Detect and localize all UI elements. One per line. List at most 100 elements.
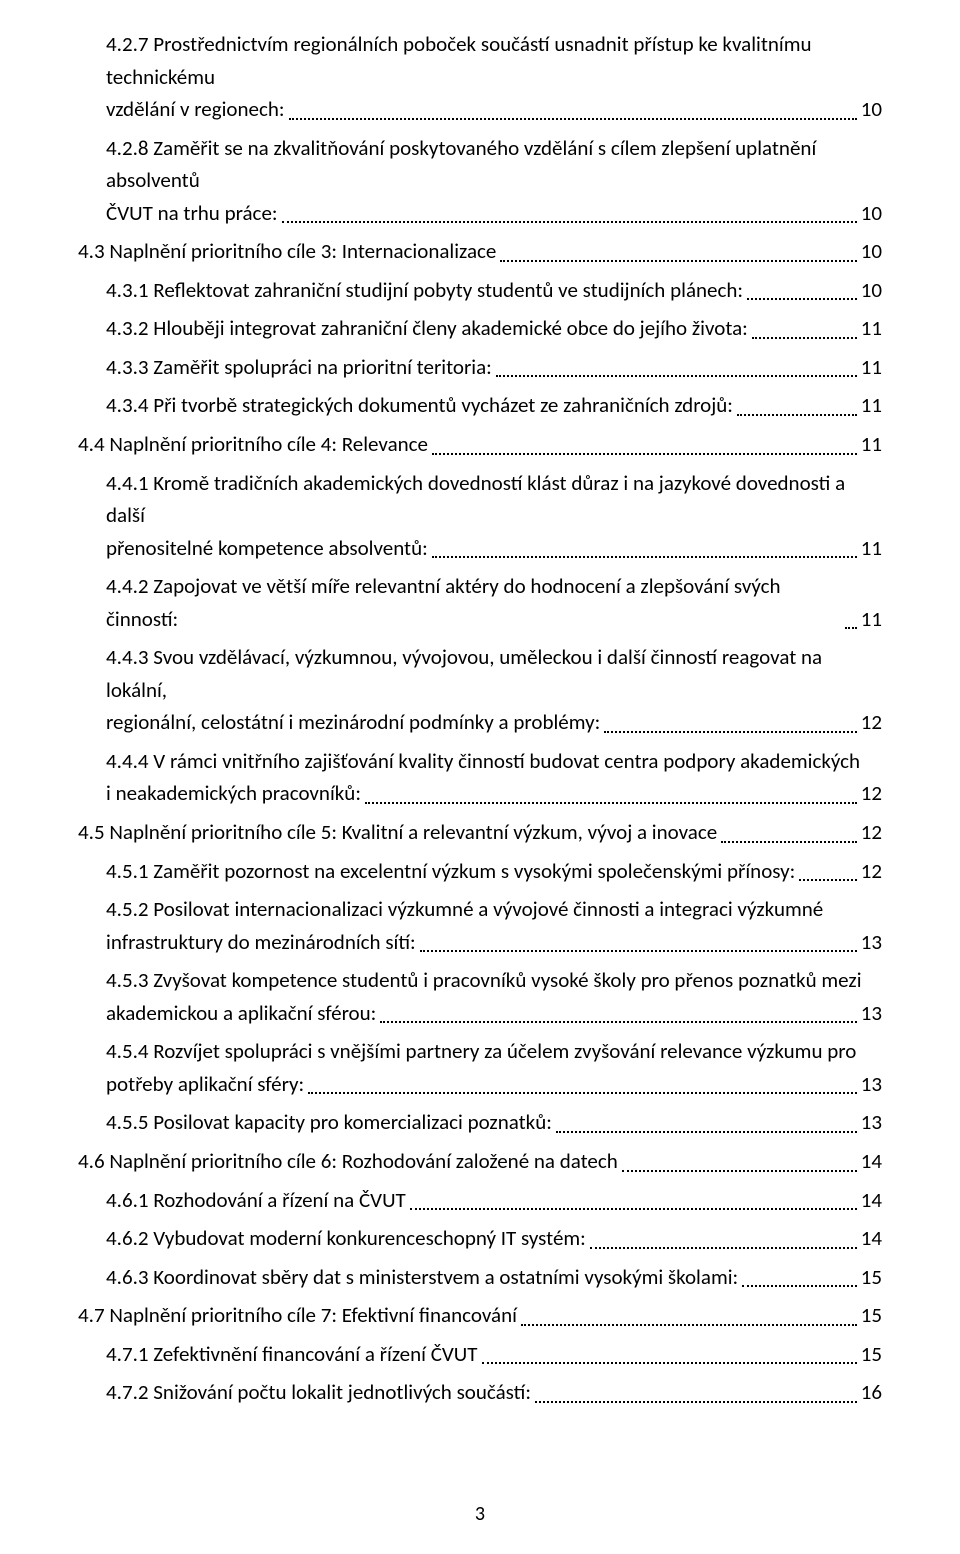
toc-leader-dots [535, 1401, 857, 1403]
toc-entry: 4.7 Naplnění prioritního cíle 7: Efektiv… [78, 1299, 882, 1332]
toc-entry: 4.4.1 Kromě tradičních akademických dove… [106, 467, 882, 565]
toc-entry-page: 12 [861, 855, 882, 888]
toc-entry-text: 4.5.5 Posilovat kapacity pro komercializ… [106, 1106, 552, 1139]
toc-entry-text: 4.4 Naplnění prioritního cíle 4: Relevan… [78, 428, 428, 461]
toc-leader-dots [432, 453, 857, 455]
toc-entry-page: 10 [861, 274, 882, 307]
toc-entry-page: 12 [861, 706, 882, 739]
toc-entry-text: akademickou a aplikační sférou: [106, 997, 376, 1030]
toc-entry-lastline: akademickou a aplikační sférou: 13 [106, 997, 882, 1030]
toc-leader-dots [282, 221, 857, 223]
toc-entry-text: potřeby aplikační sféry: [106, 1068, 304, 1101]
toc-leader-dots [799, 879, 856, 881]
toc-entry-page: 14 [861, 1184, 882, 1217]
toc-leader-dots [365, 802, 857, 804]
toc-leader-dots [721, 841, 857, 843]
toc-entry-text: infrastruktury do mezinárodních sítí: [106, 926, 416, 959]
toc-entry: 4.7.2 Snižování počtu lokalit jednotlivý… [106, 1376, 882, 1409]
page-number: 3 [0, 1499, 960, 1530]
toc-entry-page: 14 [861, 1145, 882, 1178]
toc-entry-lastline: vzdělání v regionech: 10 [106, 93, 882, 126]
toc-entry: 4.6 Naplnění prioritního cíle 6: Rozhodo… [78, 1145, 882, 1178]
toc-entry-text: 4.2.8 Zaměřit se na zkvalitňování poskyt… [106, 132, 882, 197]
toc-leader-dots [308, 1092, 857, 1094]
toc-entry-text: přenositelné kompetence absolventů: [106, 532, 428, 565]
toc-entry-text: regionální, celostátní i mezinárodní pod… [106, 706, 600, 739]
toc-leader-dots [556, 1131, 857, 1133]
toc-entry-page: 11 [861, 603, 882, 636]
toc-entry-text: 4.7 Naplnění prioritního cíle 7: Efektiv… [78, 1299, 517, 1332]
toc-entry-text: 4.5 Naplnění prioritního cíle 5: Kvalitn… [78, 816, 717, 849]
toc-entry-page: 15 [861, 1261, 882, 1294]
toc-entry-page: 12 [861, 777, 882, 810]
toc-entry-page: 14 [861, 1222, 882, 1255]
toc-entry-text: 4.2.7 Prostřednictvím regionálních poboč… [106, 28, 882, 93]
toc-entry: 4.7.1 Zefektivnění financování a řízení … [106, 1338, 882, 1371]
toc-entry-page: 11 [861, 351, 882, 384]
toc-entry-page: 13 [861, 926, 882, 959]
toc-leader-dots [747, 298, 857, 300]
toc-entry-text: 4.4.3 Svou vzdělávací, výzkumnou, vývojo… [106, 641, 882, 706]
toc-entry: 4.3.3 Zaměřit spolupráci na prioritní te… [106, 351, 882, 384]
toc-entry-page: 13 [861, 1106, 882, 1139]
toc-entry-page: 10 [861, 197, 882, 230]
toc-leader-dots [410, 1208, 857, 1210]
toc-entry: 4.3.4 Při tvorbě strategických dokumentů… [106, 389, 882, 422]
toc-entry-text: 4.5.3 Zvyšovat kompetence studentů i pra… [106, 964, 882, 997]
toc-entry: 4.3.2 Hlouběji integrovat zahraniční čle… [106, 312, 882, 345]
toc-entry: 4.5.4 Rozvíjet spolupráci s vnějšími par… [106, 1035, 882, 1100]
toc-leader-dots [432, 556, 857, 558]
toc-entry: 4.2.7 Prostřednictvím regionálních poboč… [106, 28, 882, 126]
toc-entry-page: 15 [861, 1338, 882, 1371]
toc-entry: 4.6.1 Rozhodování a řízení na ČVUT 14 [106, 1184, 882, 1217]
toc-entry-page: 11 [861, 389, 882, 422]
toc-entry-page: 11 [861, 312, 882, 345]
toc-entry: 4.4 Naplnění prioritního cíle 4: Relevan… [78, 428, 882, 461]
toc-entry-text: 4.6.3 Koordinovat sběry dat s ministerst… [106, 1261, 738, 1294]
toc-entry-text: 4.5.1 Zaměřit pozornost na excelentní vý… [106, 855, 795, 888]
toc-entry-text: ČVUT na trhu práce: [106, 197, 278, 230]
toc-entry-text: 4.7.2 Snižování počtu lokalit jednotlivý… [106, 1376, 531, 1409]
toc-leader-dots [622, 1170, 857, 1172]
toc-entry: 4.3 Naplnění prioritního cíle 3: Interna… [78, 235, 882, 268]
toc-entry: 4.4.4 V rámci vnitřního zajišťování kval… [106, 745, 882, 810]
toc-leader-dots [380, 1021, 856, 1023]
toc-entry-text: 4.3 Naplnění prioritního cíle 3: Interna… [78, 235, 496, 268]
toc-entry-text: 4.3.1 Reflektovat zahraniční studijní po… [106, 274, 743, 307]
toc-entry-lastline: přenositelné kompetence absolventů: 11 [106, 532, 882, 565]
toc-entry-text: 4.7.1 Zefektivnění financování a řízení … [106, 1338, 478, 1371]
toc-entry-lastline: regionální, celostátní i mezinárodní pod… [106, 706, 882, 739]
toc-entry-page: 13 [861, 997, 882, 1030]
toc-entry-text: 4.4.4 V rámci vnitřního zajišťování kval… [106, 745, 882, 778]
toc-leader-dots [496, 375, 857, 377]
toc-entry: 4.5.5 Posilovat kapacity pro komercializ… [106, 1106, 882, 1139]
document-page: 4.2.7 Prostřednictvím regionálních poboč… [0, 0, 960, 1554]
toc-entry-text: 4.6.2 Vybudovat moderní konkurenceschopn… [106, 1222, 586, 1255]
toc-entry: 4.5.2 Posilovat internacionalizaci výzku… [106, 893, 882, 958]
toc-entry-text: 4.5.2 Posilovat internacionalizaci výzku… [106, 893, 882, 926]
toc-leader-dots [752, 337, 857, 339]
toc-entry: 4.6.2 Vybudovat moderní konkurenceschopn… [106, 1222, 882, 1255]
toc-entry-text: i neakademických pracovníků: [106, 777, 361, 810]
toc-entry-text: vzdělání v regionech: [106, 93, 285, 126]
toc-entry: 4.2.8 Zaměřit se na zkvalitňování poskyt… [106, 132, 882, 230]
toc-entry-text: 4.4.1 Kromě tradičních akademických dove… [106, 467, 882, 532]
toc-entry: 4.6.3 Koordinovat sběry dat s ministerst… [106, 1261, 882, 1294]
toc-entry-lastline: ČVUT na trhu práce: 10 [106, 197, 882, 230]
toc-entry: 4.4.3 Svou vzdělávací, výzkumnou, vývojo… [106, 641, 882, 739]
toc-entry-text: 4.6.1 Rozhodování a řízení na ČVUT [106, 1184, 406, 1217]
toc-leader-dots [521, 1324, 857, 1326]
toc-entry-page: 10 [861, 235, 882, 268]
toc-entry-text: 4.5.4 Rozvíjet spolupráci s vnějšími par… [106, 1035, 882, 1068]
toc-leader-dots [482, 1362, 857, 1364]
toc-entry-text: 4.3.2 Hlouběji integrovat zahraniční čle… [106, 312, 748, 345]
toc-entry-page: 13 [861, 1068, 882, 1101]
toc-entry-page: 11 [861, 532, 882, 565]
toc-entry-page: 10 [861, 93, 882, 126]
toc-entry-text: 4.4.2 Zapojovat ve větší míře relevantní… [106, 570, 841, 635]
toc-entry-page: 11 [861, 428, 882, 461]
table-of-contents: 4.2.7 Prostřednictvím regionálních poboč… [78, 28, 882, 1409]
toc-entry: 4.4.2 Zapojovat ve větší míře relevantní… [106, 570, 882, 635]
toc-entry-page: 16 [861, 1376, 882, 1409]
toc-entry: 4.5 Naplnění prioritního cíle 5: Kvalitn… [78, 816, 882, 849]
